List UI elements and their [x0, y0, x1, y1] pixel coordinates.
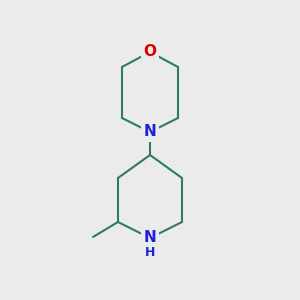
Text: N: N [144, 124, 156, 140]
Text: N: N [144, 230, 156, 245]
Text: O: O [143, 44, 157, 59]
Text: H: H [145, 245, 155, 259]
